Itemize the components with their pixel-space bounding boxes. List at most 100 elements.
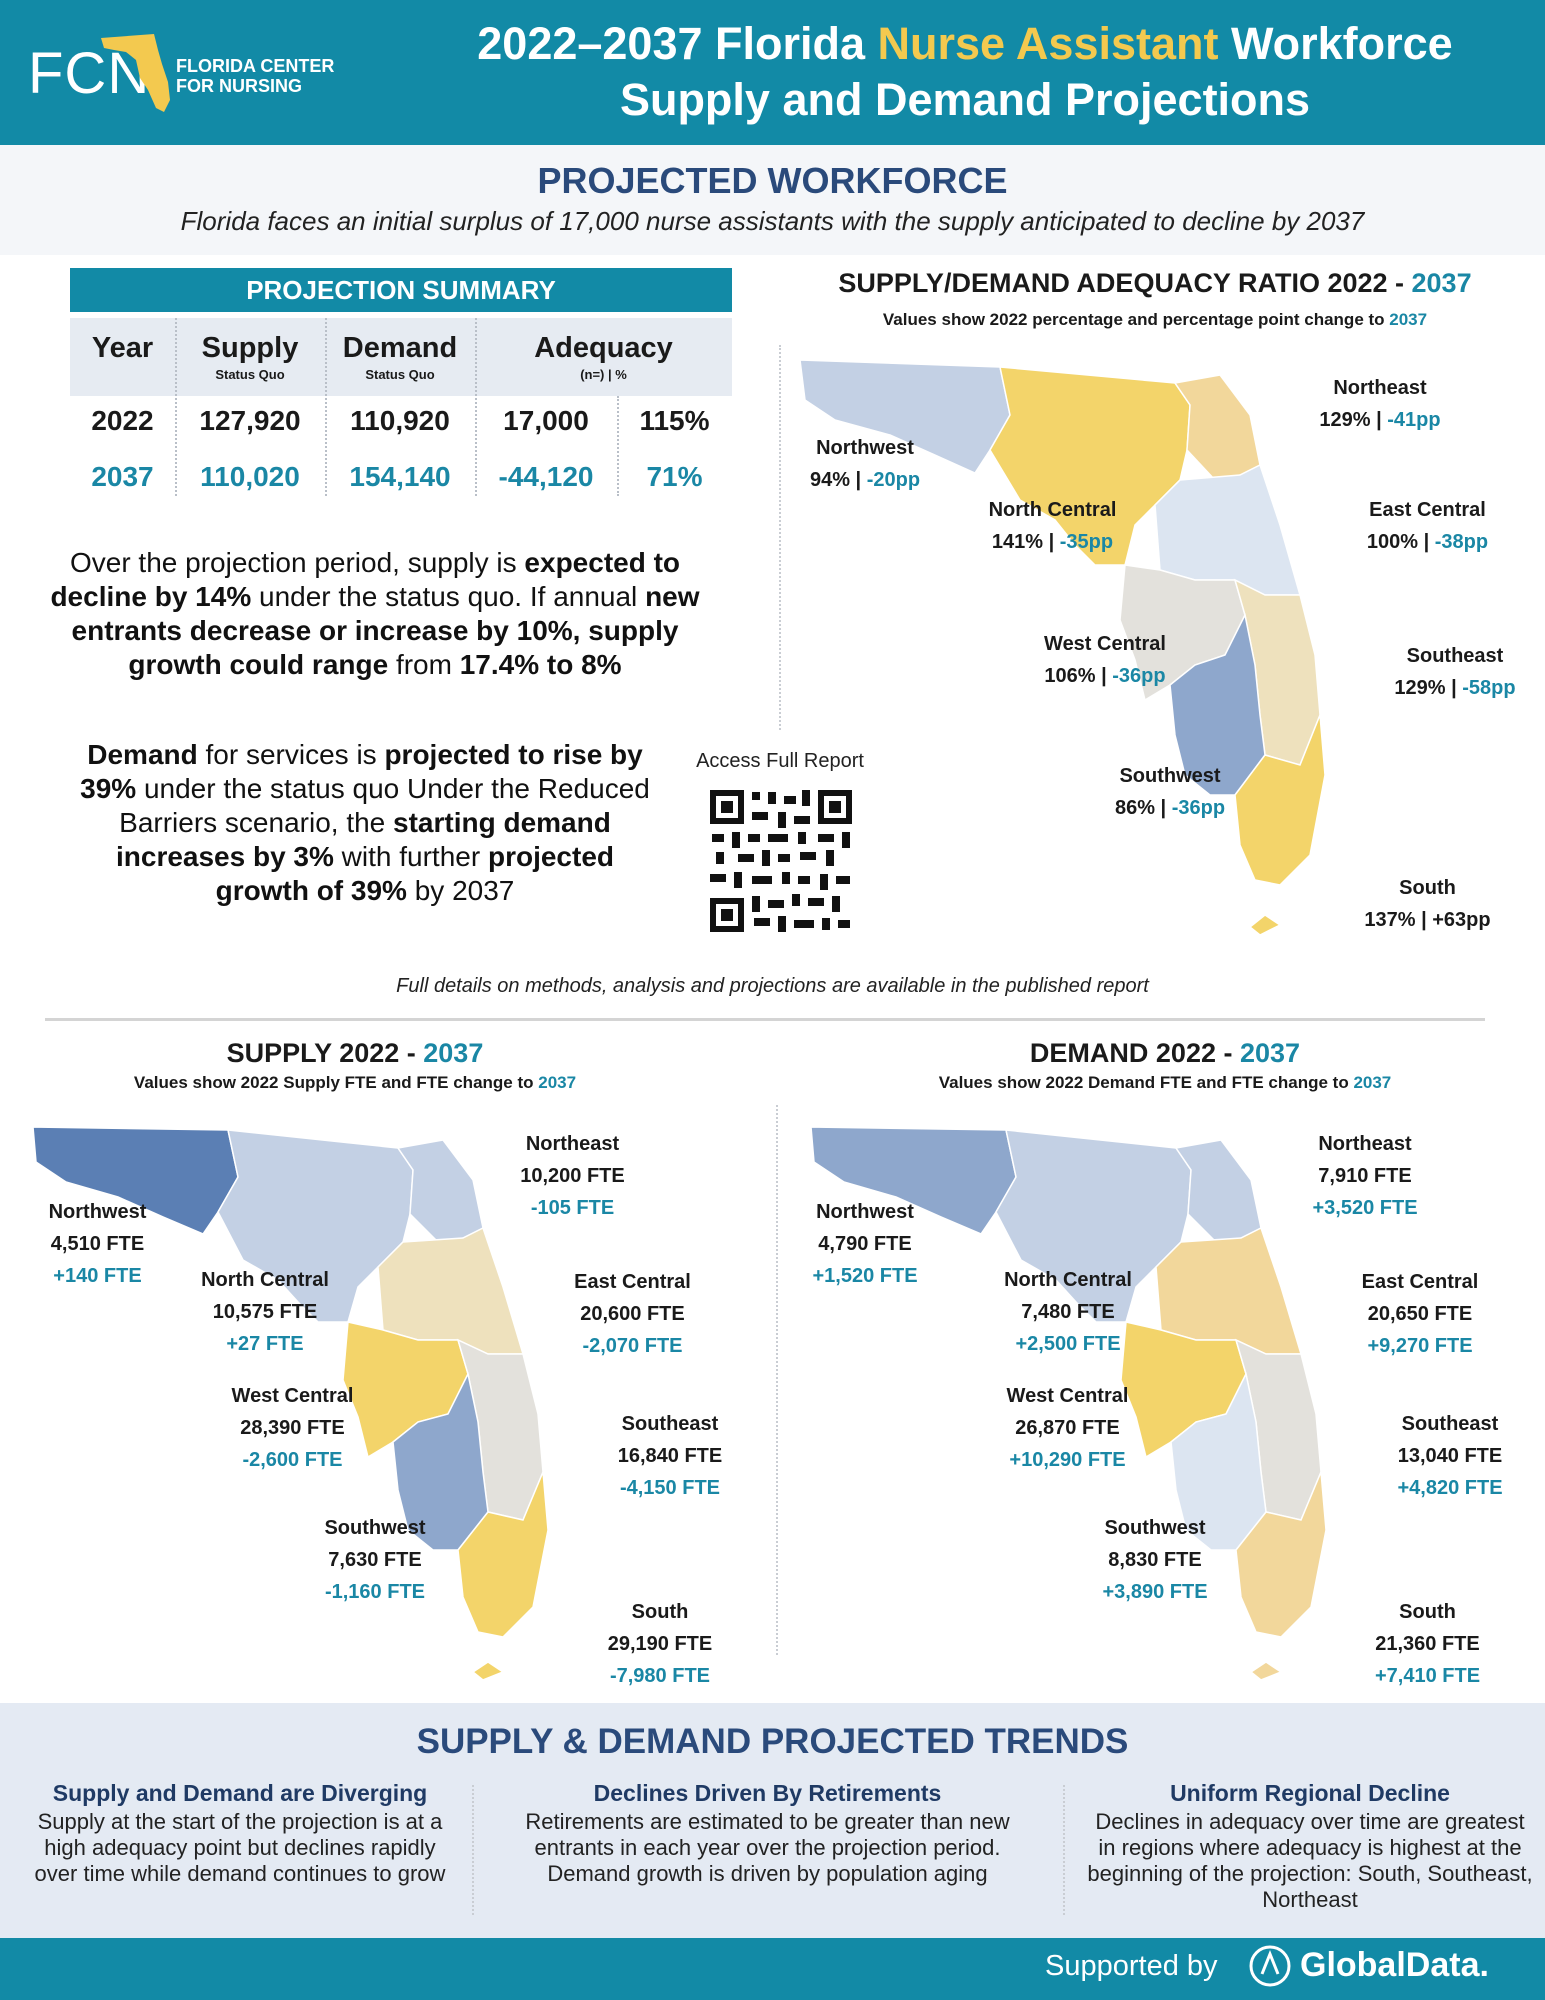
supply-label-northwest: Northwest 4,510 FTE +140 FTE xyxy=(30,1196,165,1292)
supply-sub-a: Values show 2022 Supply FTE and FTE chan… xyxy=(133,1073,539,1092)
region-name: East Central xyxy=(574,1271,691,1293)
th-supply-sub: Status Quo xyxy=(215,367,285,382)
region-value: 129% | xyxy=(1319,409,1388,431)
p1-text: from xyxy=(388,649,460,680)
p1-bold: new entrants decrease or increase by 10%… xyxy=(71,581,700,680)
region-southwest xyxy=(1170,1371,1267,1551)
adequacy-sub-a: Values show 2022 percentage and percenta… xyxy=(882,310,1390,329)
region-name: South xyxy=(1399,877,1456,899)
region-name: West Central xyxy=(1006,1385,1129,1407)
region-name: East Central xyxy=(1361,1271,1479,1293)
region-name: Southwest xyxy=(1119,765,1221,787)
region-change: -41pp xyxy=(1387,409,1441,431)
region-name: Northeast xyxy=(1318,1133,1412,1155)
demand-label-southwest: Southwest 8,830 FTE +3,890 FTE xyxy=(1080,1512,1230,1608)
globaldata-logo-icon xyxy=(1249,1945,1291,1987)
qr-label[interactable]: Access Full Report xyxy=(696,750,864,772)
demand-label-south: South 21,360 FTE +7,410 FTE xyxy=(1355,1596,1500,1692)
region-fte: 21,360 FTE xyxy=(1375,1633,1480,1655)
demand-paragraph: Demand for services is projected to rise… xyxy=(70,738,660,908)
p2-text: by 2037 xyxy=(406,875,515,906)
supply-label-north-central: North Central 10,575 FTE +27 FTE xyxy=(185,1264,345,1360)
divider-vertical xyxy=(472,1785,474,1915)
region-name: West Central xyxy=(1044,633,1166,655)
region-fte: 4,790 FTE xyxy=(818,1233,912,1255)
title-line2: Supply and Demand Projections xyxy=(619,74,1311,125)
region-name: Northwest xyxy=(816,437,914,459)
region-change: -2,600 FTE xyxy=(242,1449,343,1471)
region-fte: 7,480 FTE xyxy=(1021,1301,1115,1323)
region-name: Southeast xyxy=(1406,645,1504,667)
region-southwest xyxy=(392,1371,489,1551)
th-demand-label: Demand xyxy=(342,332,458,364)
header-bar xyxy=(0,0,1545,145)
adequacy-label-north-central: North Central 141% | -35pp xyxy=(970,494,1135,558)
trend-item: Supply and Demand are Diverging Supply at… xyxy=(20,1780,460,1887)
demand-sub-a: Values show 2022 Demand FTE and FTE chan… xyxy=(938,1073,1354,1092)
trend-title: Declines Driven By Retirements xyxy=(593,1780,942,1806)
logo-line2: FOR NURSING xyxy=(176,76,302,96)
th-demand-sub: Status Quo xyxy=(365,367,435,382)
region-name: South xyxy=(631,1601,689,1623)
cell-year: 2037 xyxy=(91,461,154,492)
cell-supply: 127,920 xyxy=(199,405,301,436)
title-part1: 2022–2037 Florida xyxy=(477,18,878,69)
supported-by-label: Supported by xyxy=(1045,1950,1218,1982)
globaldata-brand[interactable]: GlobalData. xyxy=(1300,1946,1489,1984)
adequacy-label-southeast: Southeast 129% | -58pp xyxy=(1380,640,1530,704)
adequacy-label-northwest: Northwest 94% | -20pp xyxy=(790,432,940,496)
florida-logo-icon xyxy=(101,34,170,112)
region-value: 141% | xyxy=(991,531,1060,553)
th-demand: Demand Status Quo xyxy=(325,318,475,396)
demand-label-west-central: West Central 26,870 FTE +10,290 FTE xyxy=(990,1380,1145,1476)
region-south xyxy=(1234,714,1326,886)
region-change: -35pp xyxy=(1059,531,1114,553)
region-name: Northwest xyxy=(816,1201,914,1223)
region-name: North Central xyxy=(1004,1269,1132,1291)
qr-code-icon[interactable] xyxy=(708,788,854,934)
col-divider xyxy=(175,318,177,496)
region-fte: 8,830 FTE xyxy=(1108,1549,1202,1571)
adequacy-map-title: SUPPLY/DEMAND ADEQUACY RATIO 2022 - 2037 xyxy=(780,268,1530,299)
trend-body: Supply at the start of the projection is… xyxy=(34,1809,446,1886)
region-name: Southwest xyxy=(324,1517,426,1539)
region-change: +140 FTE xyxy=(53,1265,142,1287)
title-part2: Workforce xyxy=(1218,18,1453,69)
title-highlight: Nurse Assistant xyxy=(877,18,1219,69)
region-southwest xyxy=(1169,612,1266,796)
col-divider xyxy=(475,318,477,496)
region-change: +10,290 FTE xyxy=(1009,1449,1126,1471)
cell-supply: 110,020 xyxy=(200,461,300,492)
p2-text: for services is xyxy=(197,739,385,770)
region-change: +7,410 FTE xyxy=(1374,1665,1481,1687)
demand-label-southeast: Southeast 13,040 FTE +4,820 FTE xyxy=(1380,1408,1520,1504)
adequacy-map xyxy=(799,359,1326,936)
cell-adequacy-pct: 115% xyxy=(639,405,710,436)
cell-demand: 110,920 xyxy=(350,405,450,436)
p1-bold: 17.4% to 8% xyxy=(459,649,622,680)
cell-adequacy-n: 17,000 xyxy=(503,405,589,436)
supply-map xyxy=(32,1126,549,1681)
region-value: 94% | xyxy=(809,469,867,491)
region-change: +63pp xyxy=(1432,909,1491,931)
methods-note: Full details on methods, analysis and pr… xyxy=(396,975,1149,997)
supply-sub-b: 2037 xyxy=(538,1073,577,1092)
region-fte: 29,190 FTE xyxy=(607,1633,713,1655)
supply-label-southeast: Southeast 16,840 FTE -4,150 FTE xyxy=(600,1408,740,1504)
demand-title-a: DEMAND 2022 - xyxy=(1029,1038,1240,1068)
supply-label-southwest: Southwest 7,630 FTE -1,160 FTE xyxy=(300,1512,450,1608)
demand-title-b: 2037 xyxy=(1239,1038,1301,1068)
divider-vertical xyxy=(1063,1785,1065,1915)
region-fte: 10,200 FTE xyxy=(520,1165,625,1187)
region-change: -105 FTE xyxy=(530,1197,615,1219)
region-name: Northwest xyxy=(48,1201,147,1223)
p2-text: with further xyxy=(333,841,488,872)
region-fte: 28,390 FTE xyxy=(240,1417,345,1439)
region-value: 137% | xyxy=(1364,909,1433,931)
region-change: +1,520 FTE xyxy=(812,1265,918,1287)
adequacy-map-subtitle: Values show 2022 percentage and percenta… xyxy=(780,310,1530,330)
region-fte: 20,650 FTE xyxy=(1367,1303,1473,1325)
region-name: Southwest xyxy=(1104,1517,1206,1539)
region-value: 106% | xyxy=(1044,665,1113,687)
trend-title: Uniform Regional Decline xyxy=(1170,1780,1450,1806)
